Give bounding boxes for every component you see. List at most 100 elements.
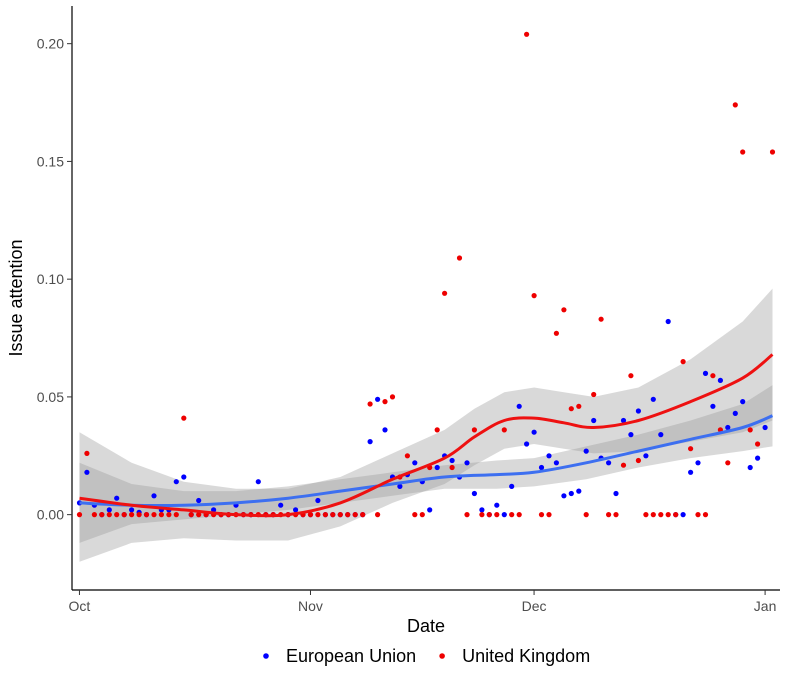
confidence-bands (79, 288, 773, 562)
european-union-point-7 (129, 507, 135, 513)
european-union-point-64 (553, 460, 560, 466)
european-union-point-61 (531, 429, 537, 435)
united-kingdom-point-45 (412, 511, 418, 518)
european-union-point-81 (680, 511, 686, 518)
european-union-point-50 (449, 457, 455, 464)
european-union-point-68 (583, 448, 589, 454)
european-union-point-88 (732, 410, 738, 416)
united-kingdom-point-0 (76, 511, 83, 518)
united-kingdom-point-65 (561, 307, 567, 313)
united-kingdom-point-3 (99, 511, 105, 518)
european-union-point-43 (397, 483, 403, 489)
united-kingdom-point-64 (553, 330, 560, 336)
united-kingdom-point-58 (509, 511, 515, 518)
european-union-point-89 (740, 399, 746, 405)
european-union-confidence-band (79, 385, 773, 543)
y-tick-label: 0.20 (37, 36, 64, 52)
united-kingdom-point-83 (695, 511, 701, 518)
european-union-point-67 (576, 488, 582, 494)
european-union-legend-key (263, 653, 269, 659)
european-union-point-79 (665, 318, 671, 325)
united-kingdom-point-39 (367, 401, 373, 407)
united-kingdom-point-16 (196, 511, 202, 518)
united-kingdom-point-37 (352, 511, 358, 518)
united-kingdom-point-49 (442, 290, 448, 296)
united-kingdom-point-36 (345, 511, 351, 518)
united-kingdom-confidence-band (79, 288, 773, 562)
legend: European Union United Kingdom (263, 646, 590, 666)
european-union-point-41 (382, 427, 388, 433)
united-kingdom-point-82 (688, 446, 694, 452)
european-union-point-57 (501, 511, 507, 518)
united-kingdom-point-89 (740, 149, 746, 155)
united-kingdom-point-88 (732, 102, 738, 108)
united-kingdom-point-53 (471, 427, 477, 433)
european-union-point-63 (546, 453, 552, 459)
united-kingdom-point-6 (121, 511, 127, 518)
united-kingdom-point-90 (747, 427, 753, 433)
european-union-point-24 (255, 479, 261, 485)
y-tick-label: 0.15 (37, 153, 64, 169)
european-union-point-18 (211, 507, 217, 513)
united-kingdom-point-14 (181, 415, 187, 421)
european-union-point-39 (367, 439, 373, 445)
united-kingdom-point-74 (628, 373, 634, 379)
united-kingdom-point-60 (524, 31, 530, 37)
european-union-point-74 (628, 432, 634, 438)
united-kingdom-point-41 (382, 399, 388, 405)
united-kingdom-point-91 (755, 441, 761, 447)
european-union-point-5 (114, 495, 120, 501)
y-tick-label: 0.05 (37, 389, 64, 405)
y-tick-label: 0.00 (37, 507, 64, 523)
european-union-point-84 (702, 370, 709, 376)
united-kingdom-point-55 (486, 511, 492, 518)
united-kingdom-point-2 (91, 511, 97, 518)
european-union-point-13 (173, 479, 179, 485)
x-tick-label: Dec (522, 598, 547, 614)
united-kingdom-point-4 (106, 511, 112, 518)
european-union-point-14 (181, 474, 187, 480)
united-kingdom-point-40 (375, 511, 381, 518)
european-union-point-27 (278, 502, 284, 508)
united-kingdom-point-75 (635, 457, 642, 464)
united-kingdom-point-5 (114, 511, 120, 518)
y-axis-ticks: 0.00 0.05 0.10 0.15 0.20 (37, 36, 72, 523)
x-axis-title: Date (407, 616, 445, 636)
united-kingdom-point-70 (598, 316, 604, 322)
european-union-point-83 (695, 460, 701, 466)
united-kingdom-point-62 (538, 511, 545, 518)
united-kingdom-point-77 (650, 511, 656, 518)
united-kingdom-point-48 (434, 427, 440, 433)
axes: 0.00 0.05 0.10 0.15 0.20 Oct Nov Dec Jan (37, 6, 780, 614)
european-union-point-62 (538, 464, 545, 471)
united-kingdom-point-56 (494, 511, 500, 518)
european-union-point-85 (710, 403, 716, 409)
united-kingdom-point-87 (725, 460, 731, 466)
european-union-point-4 (106, 507, 112, 513)
united-kingdom-point-51 (456, 255, 463, 261)
united-kingdom-point-44 (404, 453, 410, 459)
united-kingdom-point-59 (516, 511, 522, 518)
european-union-legend-label: European Union (286, 646, 416, 666)
european-union-point-87 (725, 424, 731, 431)
united-kingdom-point-31 (307, 511, 314, 518)
united-kingdom-point-76 (643, 511, 649, 518)
united-kingdom-point-63 (546, 511, 552, 518)
european-union-point-65 (561, 493, 567, 499)
united-kingdom-point-32 (315, 511, 321, 518)
x-tick-label: Oct (69, 598, 91, 614)
european-union-point-92 (762, 424, 768, 431)
european-union-point-40 (375, 396, 381, 402)
european-union-point-59 (516, 403, 522, 409)
united-kingdom-point-85 (710, 373, 716, 379)
united-kingdom-point-8 (136, 511, 142, 518)
european-union-point-10 (151, 493, 157, 499)
united-kingdom-point-33 (322, 511, 328, 518)
european-union-point-71 (606, 460, 612, 466)
european-union-point-86 (717, 377, 724, 383)
european-union-point-1 (84, 469, 90, 475)
united-kingdom-point-42 (389, 394, 396, 400)
united-kingdom-point-9 (143, 511, 150, 518)
european-union-point-78 (658, 432, 664, 438)
